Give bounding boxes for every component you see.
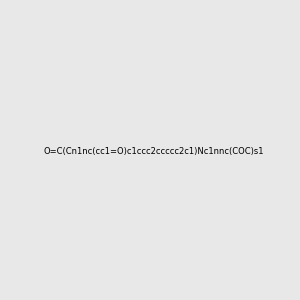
Text: O=C(Cn1nc(cc1=O)c1ccc2ccccc2c1)Nc1nnc(COC)s1: O=C(Cn1nc(cc1=O)c1ccc2ccccc2c1)Nc1nnc(CO… [44,147,264,156]
